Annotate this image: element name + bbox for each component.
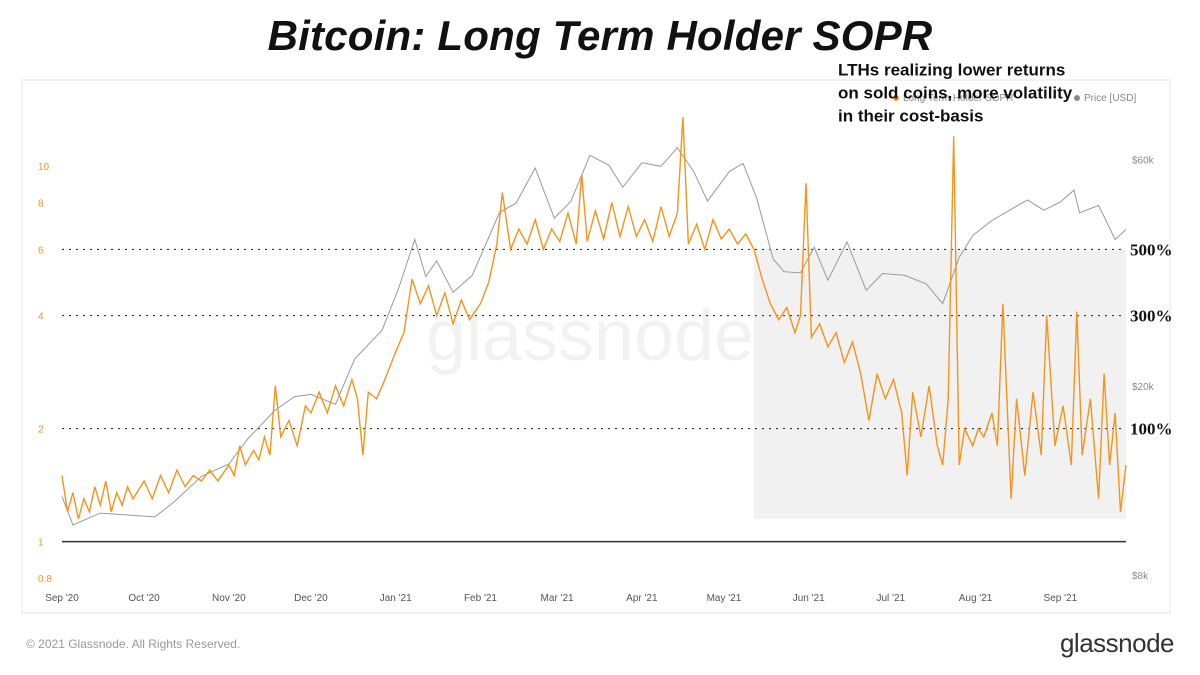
sopr-line (61, 117, 1127, 519)
y-left-tick-label: 1 (38, 538, 44, 549)
annotation-line: LTHs realizing lower returns (838, 61, 1065, 80)
annotation-line: on sold coins, more volatility (838, 84, 1073, 103)
x-tick-label: Mar '21 (541, 593, 574, 604)
reference-lines: 500% 300% 100% (62, 240, 1173, 439)
highlight-region (754, 249, 1126, 519)
x-tick-label: May '21 (707, 593, 742, 604)
legend-sopr-marker (893, 95, 899, 101)
y-left-tick-label: 4 (38, 312, 44, 323)
y-left-tick-label: 10 (38, 162, 50, 173)
x-tick-label: Jun '21 (793, 593, 825, 604)
annotation: LTHs realizing lower returns on sold coin… (838, 61, 1073, 126)
y-right-tick-label: $8k (1132, 571, 1149, 582)
price-line (61, 146, 1127, 526)
y-right-ticks: $8k $20k $60k (1132, 155, 1155, 582)
reference-line-label: 500% (1130, 240, 1173, 259)
annotation-line: in their cost-basis (838, 107, 983, 126)
chart-title: Bitcoin: Long Term Holder SOPR (267, 12, 933, 59)
legend: Long Term Holder SOPR Price [USD] (893, 93, 1136, 104)
x-tick-label: Dec '20 (294, 593, 328, 604)
y-left-ticks: 0.8 1 2 4 6 8 10 (38, 162, 52, 585)
x-tick-label: Jul '21 (876, 593, 905, 604)
y-left-tick-label: 6 (38, 245, 44, 256)
x-tick-label: Apr '21 (626, 593, 658, 604)
legend-price-label: Price [USD] (1084, 93, 1136, 104)
x-ticks: Sep '20 Oct '20 Nov '20 Dec '20 Jan '21 Feb '… (45, 593, 1077, 604)
y-left-tick-label: 0.8 (38, 574, 52, 585)
watermark: glassnode (426, 296, 754, 376)
plot-frame (21, 79, 1171, 614)
y-left-tick-label: 8 (38, 199, 44, 210)
reference-line-label: 100% (1130, 420, 1173, 439)
reference-line-label: 300% (1130, 307, 1173, 326)
x-tick-label: Jan '21 (380, 593, 412, 604)
legend-price-marker (1074, 95, 1080, 101)
x-tick-label: Sep '21 (1044, 593, 1078, 604)
legend-sopr-label: Long Term Holder SOPR (903, 93, 1013, 104)
x-tick-label: Nov '20 (212, 593, 246, 604)
y-left-tick-label: 2 (38, 425, 44, 436)
x-tick-label: Aug '21 (959, 593, 993, 604)
x-tick-label: Oct '20 (128, 593, 160, 604)
copyright-text: © 2021 Glassnode. All Rights Reserved. (26, 637, 241, 651)
brand-logo: glassnode (1059, 628, 1175, 658)
x-tick-label: Feb '21 (464, 593, 497, 604)
x-tick-label: Sep '20 (45, 593, 79, 604)
y-right-tick-label: $20k (1132, 382, 1155, 393)
y-right-tick-label: $60k (1132, 155, 1155, 166)
